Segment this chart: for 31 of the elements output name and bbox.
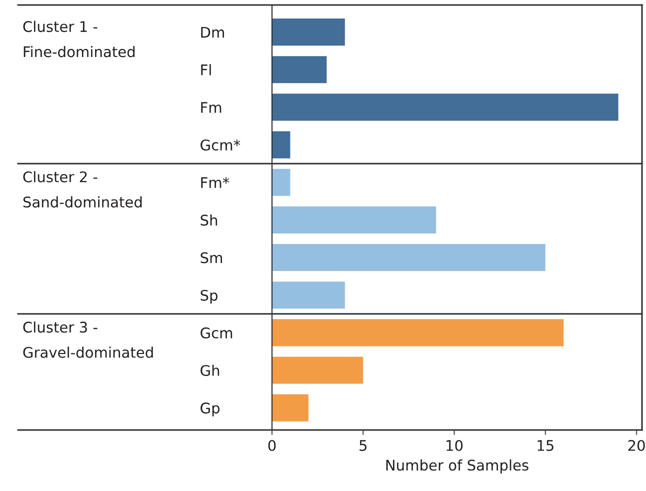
x-tick-label: 20	[628, 440, 645, 452]
bar	[272, 282, 345, 309]
y-tick-label: Fm*	[201, 177, 230, 188]
y-tick-label: Gp	[200, 402, 220, 416]
text: Cluster 1 - Fine-dominated	[23, 20, 135, 58]
y-tick-label: Sp	[200, 290, 218, 304]
y-tick-label: Fm	[201, 102, 222, 113]
bar	[272, 206, 436, 234]
x-tick-label: 15	[538, 440, 554, 452]
y-tick-label: Gcm	[200, 327, 232, 338]
bar	[272, 356, 364, 384]
bar	[272, 168, 290, 196]
bar	[272, 56, 327, 84]
bar	[272, 244, 546, 272]
bar	[272, 94, 618, 121]
y-tick-label: Sh	[200, 214, 218, 226]
text: Cluster 3 - Gravel-dominated	[23, 321, 153, 358]
bar	[272, 131, 290, 158]
y-tick-label: Dm	[201, 26, 224, 38]
x-axis-title: Number of Samples	[386, 459, 528, 474]
y-tick-label: Sm	[200, 252, 222, 264]
y-tick-label: Gcm*	[200, 140, 240, 151]
x-tick-label: 10	[446, 440, 463, 452]
x-tick-label: 0	[268, 440, 276, 452]
bar	[272, 319, 564, 346]
bar	[272, 394, 308, 422]
x-tick-label: 5	[360, 440, 366, 452]
y-tick-label: Fl	[201, 64, 211, 76]
text: Cluster 2 - Sand-dominated	[23, 171, 142, 208]
y-tick-label: Gh	[200, 364, 220, 376]
bar	[272, 18, 345, 46]
